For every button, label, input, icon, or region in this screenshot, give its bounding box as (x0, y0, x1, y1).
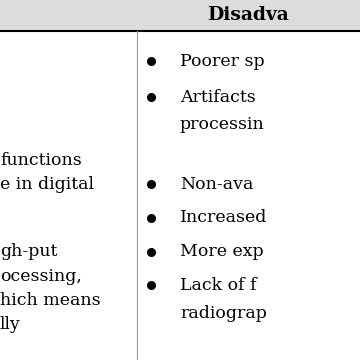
Text: gh-put: gh-put (0, 243, 57, 261)
Text: processin: processin (180, 116, 265, 133)
Text: ocessing,: ocessing, (0, 267, 82, 285)
Text: radiograp: radiograp (180, 305, 267, 322)
Text: lly: lly (0, 316, 21, 333)
Text: e in digital: e in digital (0, 176, 94, 193)
Text: Increased: Increased (180, 209, 267, 226)
Text: Lack of f: Lack of f (180, 277, 257, 294)
FancyBboxPatch shape (0, 0, 360, 31)
Text: Artifacts: Artifacts (180, 89, 256, 106)
Text: More exp: More exp (180, 243, 264, 261)
Text: functions: functions (0, 152, 82, 169)
Text: Non-ava: Non-ava (180, 176, 253, 193)
Text: Disadva: Disadva (207, 6, 289, 24)
Text: hich means: hich means (0, 292, 101, 309)
Text: Poorer sp: Poorer sp (180, 53, 265, 70)
